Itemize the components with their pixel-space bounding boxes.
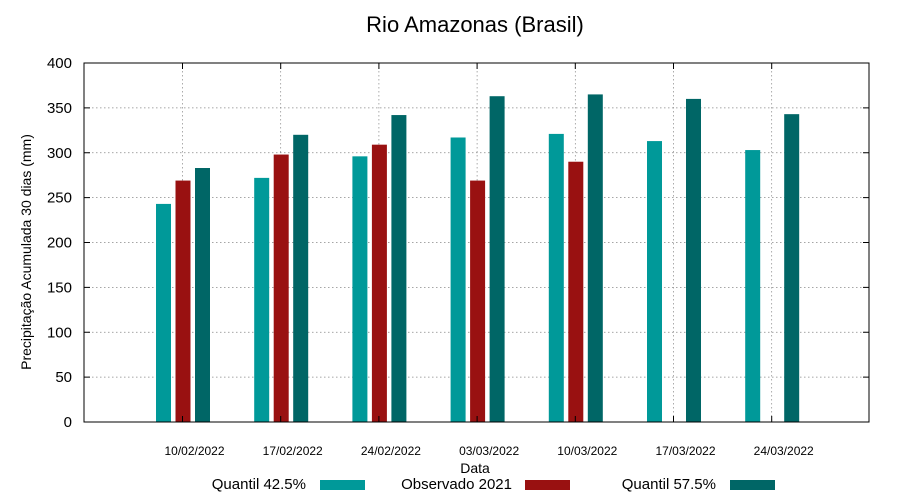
bar [470, 180, 486, 422]
y-axis-label: Precipitação Acumulada 30 dias (mm) [18, 134, 34, 370]
y-axis-ticks: 0 50 100 150 200 250 300 350 400 [47, 55, 869, 431]
legend-swatch [320, 480, 365, 490]
chart-title: Rio Amazonas (Brasil) [366, 12, 584, 37]
y-tick-label: 150 [47, 279, 72, 296]
legend-swatch [730, 480, 775, 490]
bar [647, 141, 662, 422]
bar [686, 98, 701, 423]
legend: Quantil 42.5% Observado 2021 Quantil 57.5% [212, 476, 775, 493]
bar [293, 134, 309, 423]
y-tick-label: 100 [47, 324, 72, 341]
bar [273, 154, 289, 423]
bar [784, 114, 800, 422]
bar [587, 94, 603, 422]
legend-swatch [525, 480, 570, 490]
x-axis-ticks: 10/02/2022 17/02/2022 24/02/2022 03/03/2022… [164, 63, 814, 458]
bar [548, 133, 564, 422]
x-tick-label: 10/02/2022 [164, 444, 224, 458]
x-tick-label: 24/02/2022 [361, 444, 421, 458]
bar [391, 115, 407, 423]
y-tick-label: 250 [47, 190, 72, 207]
bar [352, 156, 368, 422]
legend-label: Quantil 42.5% [212, 476, 306, 493]
x-tick-label: 10/03/2022 [557, 444, 617, 458]
x-tick-label: 03/03/2022 [459, 444, 519, 458]
bar [175, 180, 191, 422]
legend-label: Quantil 57.5% [622, 476, 716, 493]
bar [156, 203, 171, 422]
y-tick-label: 200 [47, 235, 72, 252]
x-axis-label: Data [460, 460, 490, 476]
x-tick-label: 17/03/2022 [655, 444, 715, 458]
bar [450, 137, 466, 422]
bar [568, 161, 584, 422]
bars [156, 94, 800, 423]
x-tick-label: 17/02/2022 [263, 444, 323, 458]
y-tick-label: 350 [47, 100, 72, 117]
y-tick-label: 50 [55, 369, 72, 386]
legend-label: Observado 2021 [401, 476, 512, 493]
y-tick-label: 400 [47, 55, 72, 72]
y-tick-label: 0 [64, 414, 72, 431]
bar [195, 168, 210, 422]
bar [371, 144, 387, 423]
x-tick-label: 24/03/2022 [754, 444, 814, 458]
bar [489, 96, 505, 423]
y-tick-label: 300 [47, 145, 72, 162]
bar [745, 150, 761, 422]
bar [254, 177, 270, 422]
